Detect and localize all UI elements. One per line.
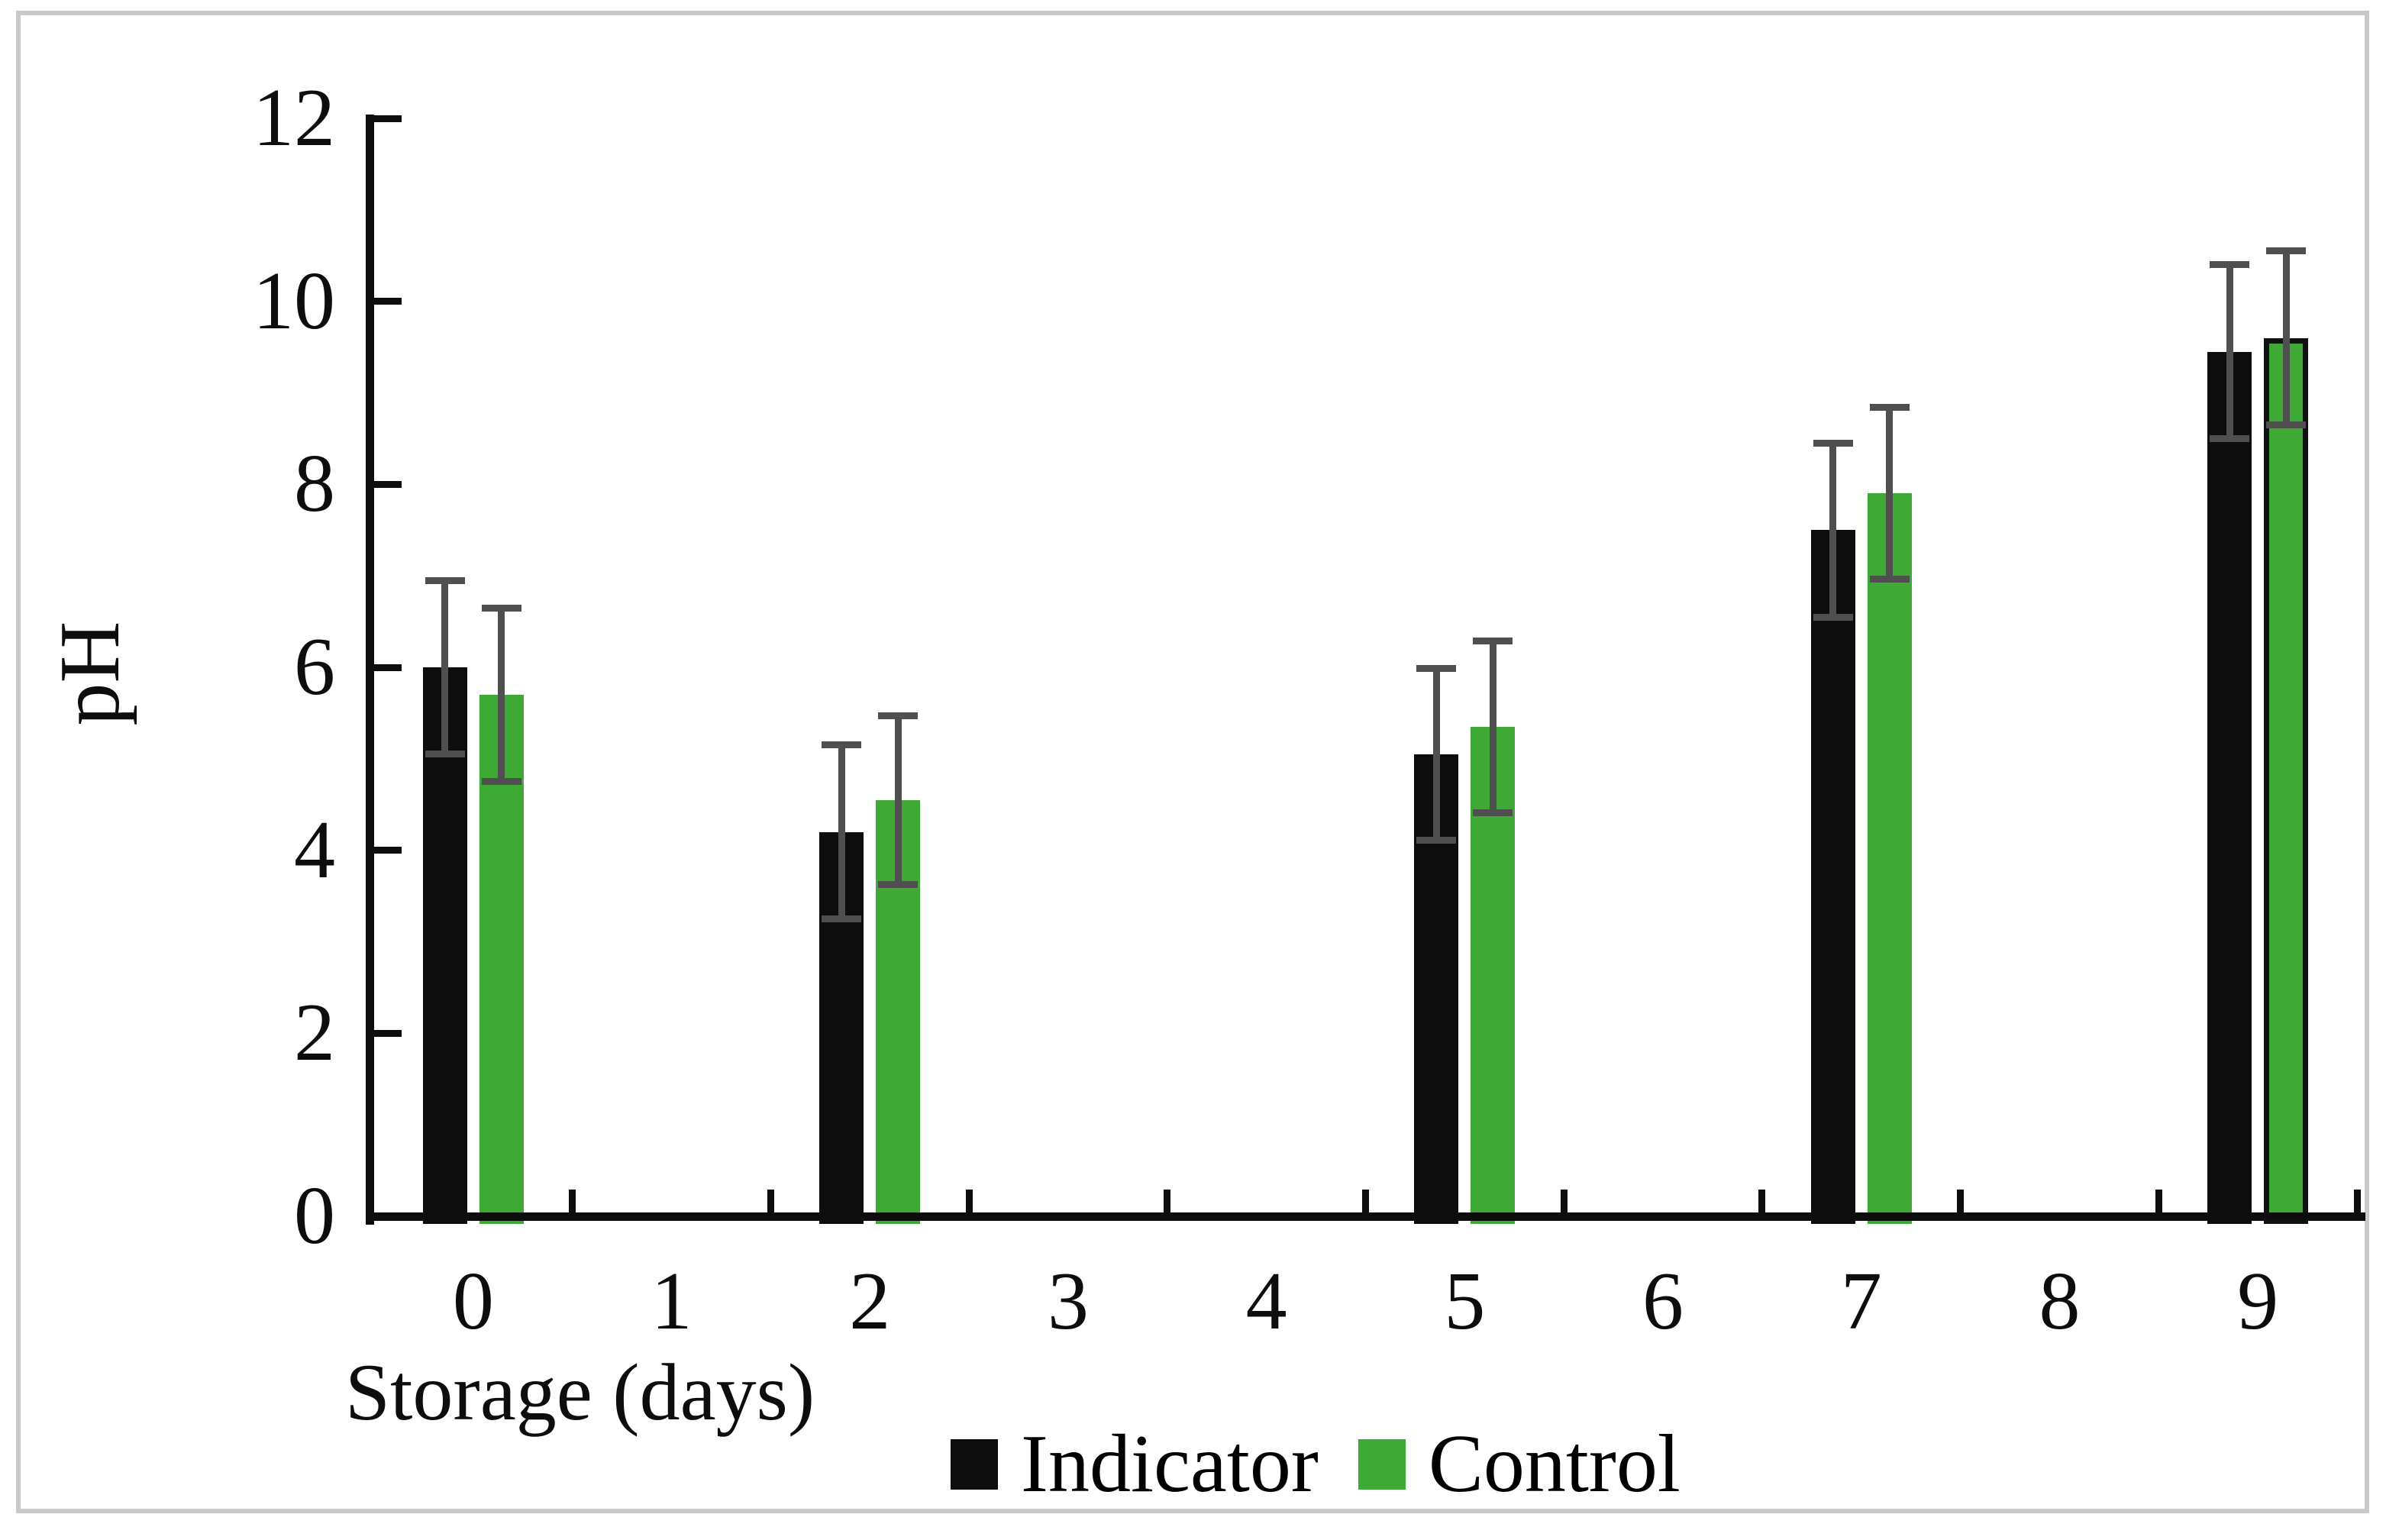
error-bar-cap-hi-indicator-day-7: [1813, 439, 1853, 447]
error-bar-stem-indicator-day-0: [441, 580, 449, 754]
error-bar-cap-hi-indicator-day-5: [1416, 664, 1457, 672]
bar-indicator-day-0: [422, 667, 467, 1224]
y-tick-label-8: 8: [294, 438, 335, 530]
bar-control-day-9: [2264, 337, 2309, 1224]
y-tick-label-10: 10: [253, 255, 335, 347]
error-bar-stem-control-day-7: [1886, 407, 1894, 580]
chart-frame-border: [16, 11, 2369, 1513]
error-bar-cap-hi-indicator-day-0: [425, 576, 465, 584]
y-tick-2: [374, 1029, 402, 1037]
error-bar-stem-indicator-day-5: [1432, 668, 1440, 841]
y-tick-6: [374, 663, 402, 671]
error-bar-stem-control-day-9: [2282, 250, 2290, 425]
error-bar-stem-control-day-2: [894, 715, 902, 884]
error-bar-cap-lo-indicator-day-7: [1813, 613, 1853, 621]
x-tick-label-5: 5: [1444, 1256, 1486, 1347]
error-bar-cap-lo-indicator-day-9: [2210, 434, 2250, 442]
error-bar-cap-lo-indicator-day-2: [822, 915, 862, 923]
error-bar-cap-hi-control-day-7: [1869, 404, 1910, 412]
y-tick-12: [374, 115, 402, 122]
error-bar-cap-hi-control-day-2: [878, 712, 919, 719]
error-bar-cap-lo-indicator-day-0: [425, 751, 465, 758]
y-tick-label-6: 6: [294, 621, 335, 712]
x-tick-label-2: 2: [849, 1256, 891, 1347]
x-axis-title: Storage (days): [345, 1348, 815, 1437]
error-bar-cap-lo-indicator-day-5: [1416, 836, 1457, 844]
y-tick-label-0: 0: [294, 1170, 335, 1261]
bar-control-day-7: [1867, 493, 1912, 1224]
error-bar-stem-indicator-day-2: [838, 744, 845, 919]
x-tick-10: [2353, 1190, 2361, 1212]
error-bar-cap-lo-control-day-9: [2266, 421, 2307, 428]
legend-swatch-indicator: [951, 1439, 998, 1490]
x-tick-label-3: 3: [1047, 1256, 1089, 1347]
error-bar-cap-hi-indicator-day-2: [822, 741, 862, 749]
legend-label-indicator: Indicator: [1021, 1419, 1319, 1509]
error-bar-stem-control-day-5: [1489, 641, 1496, 813]
y-tick-label-4: 4: [294, 804, 335, 896]
bar-indicator-day-7: [1810, 530, 1855, 1224]
y-tick-4: [374, 847, 402, 854]
error-bar-stem-control-day-0: [498, 608, 505, 782]
error-bar-cap-lo-control-day-5: [1473, 809, 1513, 817]
x-tick-6: [1560, 1190, 1568, 1212]
error-bar-cap-hi-control-day-9: [2266, 247, 2307, 255]
error-bar-stem-indicator-day-9: [2226, 264, 2233, 439]
error-bar-cap-hi-control-day-0: [481, 604, 521, 612]
y-tick-10: [374, 298, 402, 305]
error-bar-stem-indicator-day-7: [1829, 443, 1837, 618]
x-tick-label-0: 0: [452, 1256, 494, 1347]
x-tick-label-8: 8: [2039, 1256, 2081, 1347]
error-bar-cap-lo-control-day-7: [1869, 576, 1910, 583]
y-tick-8: [374, 480, 402, 488]
x-tick-2: [767, 1190, 774, 1212]
error-bar-cap-lo-control-day-0: [481, 778, 521, 786]
bar-indicator-day-9: [2207, 351, 2252, 1224]
x-tick-1: [569, 1190, 576, 1212]
legend-label-control: Control: [1428, 1419, 1681, 1509]
y-axis-line: [366, 115, 374, 1225]
x-tick-label-1: 1: [651, 1256, 693, 1347]
x-tick-label-4: 4: [1245, 1256, 1287, 1347]
x-tick-label-7: 7: [1840, 1256, 1882, 1347]
error-bar-cap-hi-indicator-day-9: [2210, 261, 2250, 269]
x-tick-5: [1362, 1190, 1369, 1212]
legend-swatch-control: [1358, 1439, 1406, 1490]
x-tick-label-6: 6: [1642, 1256, 1684, 1347]
x-tick-4: [1164, 1190, 1171, 1212]
x-tick-9: [2155, 1190, 2162, 1212]
x-tick-3: [965, 1190, 973, 1212]
error-bar-cap-hi-control-day-5: [1473, 637, 1513, 644]
x-tick-label-9: 9: [2237, 1256, 2279, 1347]
legend: Indicator Control: [951, 1422, 1681, 1507]
x-tick-7: [1758, 1190, 1766, 1212]
y-tick-label-12: 12: [253, 73, 335, 163]
y-tick-label-2: 2: [294, 987, 335, 1079]
x-tick-8: [1957, 1190, 1965, 1212]
x-axis-line: [366, 1212, 2365, 1221]
error-bar-cap-lo-control-day-2: [878, 880, 919, 888]
